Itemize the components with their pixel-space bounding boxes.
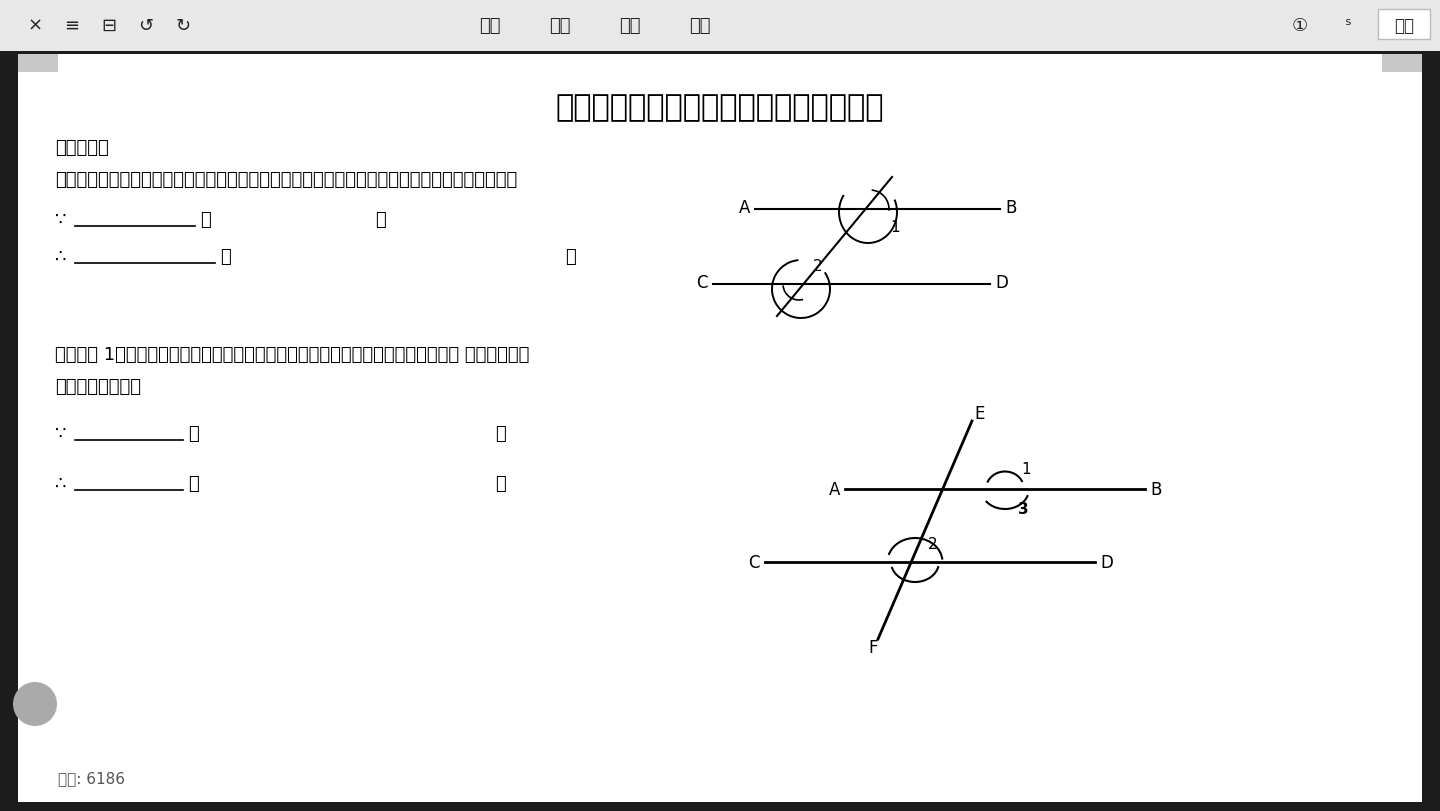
Text: ）: ） [564, 247, 576, 266]
Text: ↻: ↻ [176, 17, 190, 35]
Text: C: C [749, 553, 760, 571]
Text: 插入: 插入 [549, 17, 570, 35]
Text: B: B [1151, 480, 1162, 499]
Text: F: F [868, 638, 878, 656]
Text: ∴: ∴ [55, 474, 66, 492]
Text: （: （ [220, 247, 230, 266]
Text: 全文: 6186: 全文: 6186 [58, 770, 125, 786]
Text: ∵: ∵ [55, 424, 66, 443]
Text: ）: ） [374, 211, 386, 229]
Text: 探索直线平行的条件（同位角、内错角）: 探索直线平行的条件（同位角、内错角） [556, 93, 884, 122]
Text: 分享: 分享 [1394, 17, 1414, 35]
Text: （: （ [189, 424, 199, 443]
Bar [17, 55, 58, 73]
Text: 3: 3 [1018, 502, 1028, 517]
Text: ×: × [27, 17, 43, 35]
Text: （: （ [200, 211, 210, 229]
Text: E: E [975, 405, 985, 423]
Text: D: D [995, 273, 1008, 292]
Text: （: （ [189, 474, 199, 492]
Text: 知识回顾、: 知识回顾、 [55, 139, 109, 157]
Text: 1: 1 [1021, 462, 1031, 477]
Text: C: C [697, 273, 708, 292]
Text: 平行判定 1：两条直线被第三条直线所截，如果同位角＿＿＿＿＿，那么这两条直线 ＿＿＿＿＿。: 平行判定 1：两条直线被第三条直线所截，如果同位角＿＿＿＿＿，那么这两条直线 ＿… [55, 345, 530, 363]
FancyBboxPatch shape [0, 0, 1440, 52]
Bar [1382, 55, 1423, 73]
Text: A: A [739, 199, 750, 217]
Text: 2: 2 [814, 260, 822, 274]
Text: 查看: 查看 [619, 17, 641, 35]
Text: 审阅: 审阅 [690, 17, 711, 35]
Text: ≡: ≡ [65, 17, 79, 35]
Circle shape [13, 682, 58, 726]
Text: ）: ） [495, 424, 505, 443]
Text: 两条直线被第三条直线所截，如果同旁内角＿＿＿＿＿，那么这两直线＿＿＿。如图，可表述为：: 两条直线被第三条直线所截，如果同旁内角＿＿＿＿＿，那么这两直线＿＿＿。如图，可表… [55, 171, 517, 189]
Text: 1: 1 [890, 221, 900, 235]
Bar [1378, 10, 1430, 40]
Text: 2: 2 [927, 537, 937, 551]
Text: 开始: 开始 [480, 17, 501, 35]
Text: A: A [828, 480, 840, 499]
Text: B: B [1005, 199, 1017, 217]
Text: ①: ① [1292, 17, 1308, 35]
Text: 如图，可表述为：: 如图，可表述为： [55, 378, 141, 396]
Text: ⊟: ⊟ [101, 17, 117, 35]
Text: ∴: ∴ [55, 247, 66, 266]
Text: ∵: ∵ [55, 211, 66, 229]
Text: ）: ） [495, 474, 505, 492]
Text: D: D [1100, 553, 1113, 571]
Text: ↺: ↺ [138, 17, 154, 35]
Text: ˢ: ˢ [1345, 17, 1351, 35]
